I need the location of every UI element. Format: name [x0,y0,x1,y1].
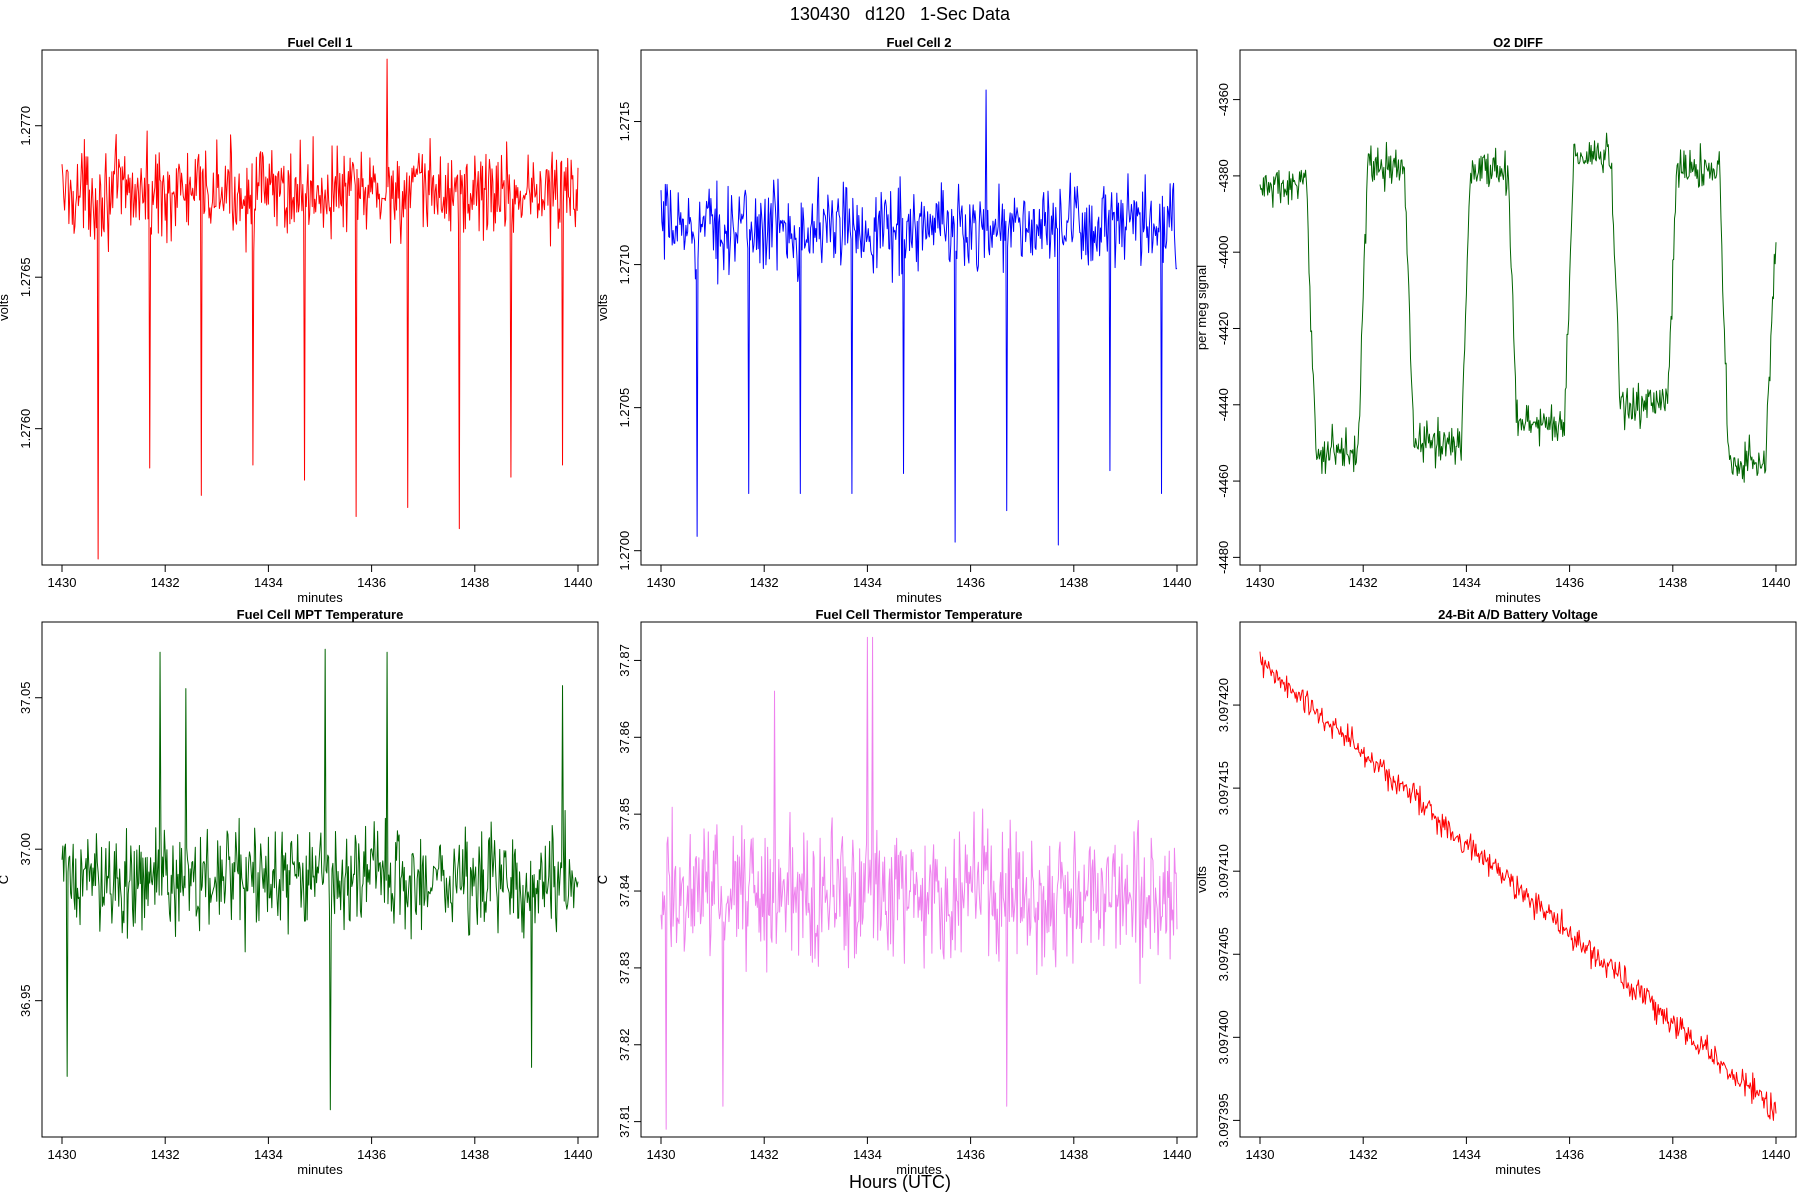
y-axis-label: per meg signal [1194,265,1209,350]
y-tick-label: 1.2770 [18,106,33,146]
x-axis-label: minutes [297,590,343,605]
x-tick-label: 1436 [956,575,985,590]
series-line [61,648,579,1111]
y-tick-label: 37.84 [617,875,632,908]
x-axis-label: minutes [297,1162,343,1177]
plot-title: Fuel Cell Thermistor Temperature [815,607,1022,622]
x-tick-label: 1440 [1762,1147,1791,1162]
series-line [61,58,579,560]
y-tick-label: -4380 [1216,159,1231,192]
series-line [660,636,1178,1130]
x-tick-label: 1438 [1658,575,1687,590]
x-tick-label: 1436 [1555,1147,1584,1162]
x-tick-label: 1430 [48,1147,77,1162]
x-axis-label: minutes [1495,590,1541,605]
y-tick-label: 1.2700 [617,531,632,571]
y-tick-label: -4480 [1216,541,1231,574]
y-tick-label: 37.00 [18,833,33,866]
y-tick-label: 36.95 [18,984,33,1017]
x-tick-label: 1436 [956,1147,985,1162]
plot-frame [1239,49,1797,566]
y-tick-label: 3.097395 [1216,1093,1231,1147]
x-tick-label: 1430 [647,575,676,590]
x-tick-label: 1432 [151,1147,180,1162]
x-tick-label: 1432 [1349,1147,1378,1162]
figure-title: 130430 d120 1-Sec Data [789,4,1011,24]
y-tick-label: 37.81 [617,1105,632,1138]
x-tick-label: 1430 [1246,575,1275,590]
x-tick-label: 1440 [564,575,593,590]
plot-title: Fuel Cell 2 [886,35,951,50]
y-tick-label: 3.097410 [1216,844,1231,898]
figure-xlabel: Hours (UTC) [849,1172,951,1192]
plot-frame [640,621,1198,1138]
x-tick-label: 1434 [1452,1147,1481,1162]
x-axis-label: minutes [896,1162,942,1177]
series-line [660,89,1178,546]
plot-title: Fuel Cell MPT Temperature [237,607,404,622]
y-tick-label: 1.2715 [617,102,632,142]
series-line [1259,132,1777,483]
x-tick-label: 1438 [460,575,489,590]
x-tick-label: 1436 [357,1147,386,1162]
y-tick-label: 3.097405 [1216,927,1231,981]
y-tick-label: -4460 [1216,464,1231,497]
y-tick-label: 1.2710 [617,245,632,285]
x-tick-label: 1438 [1658,1147,1687,1162]
y-axis-label: volts [0,294,11,321]
x-tick-label: 1434 [853,1147,882,1162]
y-axis-label: C [0,875,11,884]
y-axis-label: volts [595,294,610,321]
y-tick-label: 37.82 [617,1028,632,1061]
plot-title: O2 DIFF [1493,35,1543,50]
y-tick-label: 1.2705 [617,388,632,428]
y-tick-label: 37.05 [18,681,33,714]
y-tick-label: -4360 [1216,83,1231,116]
y-tick-label: 37.85 [617,798,632,831]
y-tick-label: -4420 [1216,312,1231,345]
y-tick-label: -4400 [1216,236,1231,269]
x-tick-label: 1434 [853,575,882,590]
x-axis-label: minutes [896,590,942,605]
plot-title: Fuel Cell 1 [287,35,352,50]
y-axis-label: volts [1194,866,1209,893]
plot-frame [640,49,1198,566]
plot-frame [41,49,599,566]
x-axis-label: minutes [1495,1162,1541,1177]
x-tick-label: 1440 [1762,575,1791,590]
y-tick-label: 1.2765 [18,257,33,297]
y-tick-label: 1.2760 [18,409,33,449]
x-tick-label: 1436 [357,575,386,590]
x-tick-label: 1440 [564,1147,593,1162]
x-tick-label: 1438 [1059,575,1088,590]
x-tick-label: 1434 [254,575,283,590]
x-tick-label: 1436 [1555,575,1584,590]
x-tick-label: 1434 [1452,575,1481,590]
x-tick-label: 1434 [254,1147,283,1162]
plot-title: 24-Bit A/D Battery Voltage [1438,607,1598,622]
y-tick-label: 37.83 [617,952,632,985]
x-tick-label: 1430 [1246,1147,1275,1162]
x-tick-label: 1440 [1163,1147,1192,1162]
x-tick-label: 1440 [1163,575,1192,590]
y-tick-label: 37.87 [617,644,632,677]
x-tick-label: 1430 [647,1147,676,1162]
x-tick-label: 1432 [1349,575,1378,590]
y-tick-label: 37.86 [617,721,632,754]
x-tick-label: 1438 [460,1147,489,1162]
x-tick-label: 1432 [750,575,779,590]
x-tick-label: 1432 [750,1147,779,1162]
x-tick-label: 1430 [48,575,77,590]
x-tick-label: 1432 [151,575,180,590]
y-tick-label: -4440 [1216,388,1231,421]
y-tick-label: 3.097400 [1216,1010,1231,1064]
y-tick-label: 3.097420 [1216,678,1231,732]
x-tick-label: 1438 [1059,1147,1088,1162]
y-tick-label: 3.097415 [1216,761,1231,815]
series-line [1259,651,1777,1121]
y-axis-label: C [595,875,610,884]
